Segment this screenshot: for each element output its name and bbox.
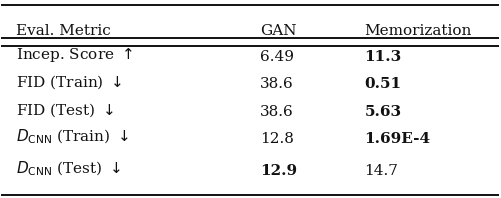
Text: Eval. Metric: Eval. Metric — [16, 24, 110, 38]
Text: 0.51: 0.51 — [364, 77, 401, 91]
Text: 12.9: 12.9 — [260, 164, 296, 178]
Text: FID (Train) $\downarrow$: FID (Train) $\downarrow$ — [16, 73, 122, 91]
Text: Incep. Score $\uparrow$: Incep. Score $\uparrow$ — [16, 46, 132, 64]
Text: 1.69E-4: 1.69E-4 — [364, 132, 430, 146]
Text: 38.6: 38.6 — [260, 105, 293, 119]
Text: GAN: GAN — [260, 24, 296, 38]
Text: 6.49: 6.49 — [260, 50, 293, 64]
Text: 14.7: 14.7 — [364, 164, 397, 178]
Text: $D_{\mathrm{CNN}}$ (Test) $\downarrow$: $D_{\mathrm{CNN}}$ (Test) $\downarrow$ — [16, 159, 120, 178]
Text: Memorization: Memorization — [364, 24, 471, 38]
Text: FID (Test) $\downarrow$: FID (Test) $\downarrow$ — [16, 101, 114, 119]
Text: 11.3: 11.3 — [364, 50, 401, 64]
Text: 5.63: 5.63 — [364, 105, 401, 119]
Text: 12.8: 12.8 — [260, 132, 293, 146]
Text: $D_{\mathrm{CNN}}$ (Train) $\downarrow$: $D_{\mathrm{CNN}}$ (Train) $\downarrow$ — [16, 128, 128, 146]
Text: 38.6: 38.6 — [260, 77, 293, 91]
